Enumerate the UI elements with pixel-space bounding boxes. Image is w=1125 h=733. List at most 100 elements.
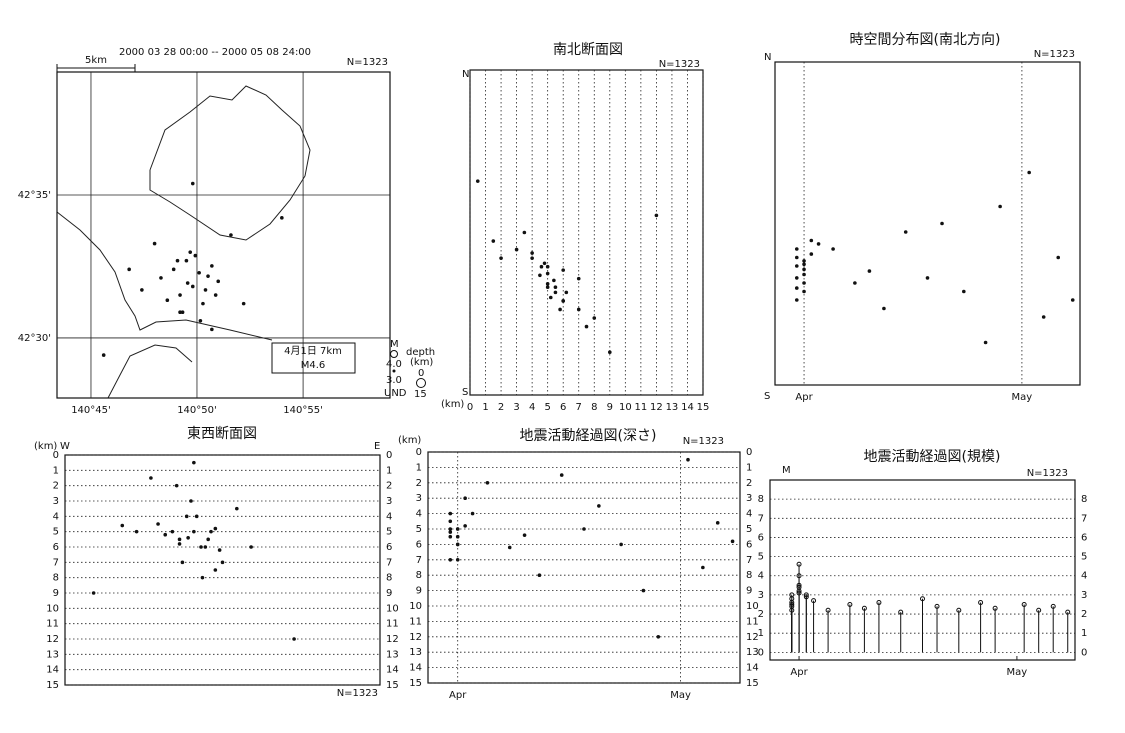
event xyxy=(809,252,814,256)
event xyxy=(448,558,453,562)
y-tick-label: 3 xyxy=(53,496,59,507)
event xyxy=(559,473,564,477)
event xyxy=(448,534,453,539)
event xyxy=(542,261,547,266)
y-tick-label: 13 xyxy=(46,649,59,660)
y-tick-label: 4 xyxy=(746,509,752,520)
event xyxy=(582,527,586,531)
plot-frame xyxy=(774,61,1081,386)
y-tick-label: 7 xyxy=(53,557,59,568)
event xyxy=(190,181,195,186)
event xyxy=(925,276,930,280)
magnitude-stem xyxy=(1065,609,1071,653)
event xyxy=(178,310,182,315)
x-tick-label: 7 xyxy=(576,402,582,413)
x-tick-label: 14 xyxy=(681,402,694,413)
y-tick-label: 0 xyxy=(416,447,422,458)
x-tick-label: 11 xyxy=(634,402,647,413)
y-tick-label: 7 xyxy=(758,513,764,524)
event xyxy=(455,527,460,531)
chart-title: 地震活動経過図(規模) xyxy=(864,449,1001,465)
event xyxy=(235,506,239,511)
y-tick-label: 11 xyxy=(746,616,759,627)
y-tick-label: 15 xyxy=(409,678,422,689)
event xyxy=(216,279,221,284)
event xyxy=(597,504,601,508)
event xyxy=(794,276,799,280)
event xyxy=(101,353,106,357)
event xyxy=(561,268,565,272)
event xyxy=(940,221,944,226)
caldera-outline xyxy=(149,85,311,241)
legend-label: 15 xyxy=(414,389,427,400)
event xyxy=(475,179,480,183)
y-tick-label: 8 xyxy=(386,573,392,584)
event xyxy=(537,573,542,577)
chart-title: 時空間分布図(南北方向) xyxy=(850,32,1001,48)
event xyxy=(198,318,203,323)
axis-end-label: N xyxy=(764,52,771,63)
y-tick-label: 9 xyxy=(53,588,59,599)
legend-symbol xyxy=(416,378,426,388)
event xyxy=(206,537,210,542)
event-count: N=1323 xyxy=(347,57,388,68)
event xyxy=(553,285,558,290)
event xyxy=(249,545,253,549)
event xyxy=(1041,315,1046,319)
y-tick-label: 1 xyxy=(416,462,422,473)
x-tick-label: 140°45' xyxy=(71,405,111,416)
y-tick-label: 3 xyxy=(758,590,764,601)
event xyxy=(654,213,659,218)
y-tick-label: 4 xyxy=(1081,571,1087,582)
event xyxy=(171,267,176,272)
event xyxy=(553,290,558,295)
event xyxy=(903,230,908,234)
y-tick-label: 1 xyxy=(746,462,752,473)
event xyxy=(220,560,225,565)
event xyxy=(455,542,460,547)
event xyxy=(882,306,886,311)
x-tick-label: 0 xyxy=(467,402,473,413)
x-tick-label: May xyxy=(1012,392,1033,403)
event xyxy=(514,247,519,252)
event xyxy=(802,281,806,285)
y-tick-label: 9 xyxy=(746,586,752,597)
event xyxy=(448,527,453,531)
y-tick-label: 0 xyxy=(746,447,752,458)
y-tick-label: 1 xyxy=(53,465,59,476)
event xyxy=(178,293,182,297)
annotation: 4月1日 7km xyxy=(284,345,342,357)
event-count: N=1323 xyxy=(337,688,378,699)
event xyxy=(530,251,534,255)
event xyxy=(189,499,193,503)
plot-frame xyxy=(469,69,704,396)
x-tick-label: 2 xyxy=(498,402,504,413)
event xyxy=(213,526,218,531)
y-tick-label: 15 xyxy=(386,680,399,691)
x-tick-label: Apr xyxy=(795,392,813,403)
y-tick-label: 2 xyxy=(1081,609,1087,620)
y-tick-label: 15 xyxy=(746,678,759,689)
event xyxy=(455,534,460,539)
magnitude-stem xyxy=(934,603,940,653)
event xyxy=(802,289,806,294)
event xyxy=(656,635,661,639)
magnitude-stem xyxy=(1050,603,1056,653)
event xyxy=(180,310,185,315)
event xyxy=(491,239,496,243)
annotation: M4.6 xyxy=(301,360,326,371)
y-tick-label: 4 xyxy=(386,511,392,522)
y-tick-label: 8 xyxy=(758,494,764,505)
event xyxy=(175,258,180,263)
event xyxy=(584,324,589,329)
event xyxy=(715,521,720,525)
event xyxy=(199,545,203,549)
magnitude-stem xyxy=(789,603,795,653)
y-tick-label: 4 xyxy=(758,571,764,582)
y-tick-label: 12 xyxy=(46,634,59,645)
event xyxy=(280,216,284,220)
event xyxy=(794,286,799,290)
y-tick-label: 1 xyxy=(386,465,392,476)
y-tick-label: 2 xyxy=(53,481,59,492)
event xyxy=(794,255,799,260)
